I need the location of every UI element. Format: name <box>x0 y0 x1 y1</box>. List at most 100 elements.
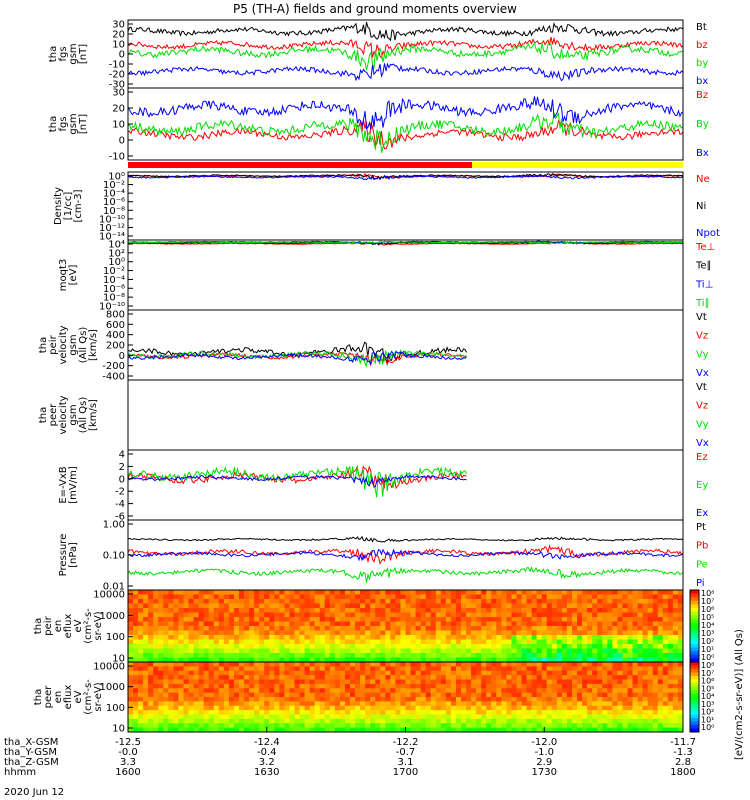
heatmap-cell <box>259 670 265 676</box>
heatmap-cell <box>667 626 674 631</box>
heatmap-cell <box>279 590 285 595</box>
heatmap-cell <box>491 718 497 724</box>
heatmap-cell <box>561 621 568 627</box>
heatmap-cell <box>577 718 583 724</box>
heatmap-cell <box>617 688 623 694</box>
y-axis-label-line: peer <box>48 403 59 427</box>
heatmap-cell <box>264 653 270 658</box>
heatmap-cell <box>324 603 331 609</box>
heatmap-cell <box>168 701 174 707</box>
heatmap-cell <box>344 612 351 618</box>
heatmap-cell <box>597 648 603 654</box>
heatmap-cell <box>309 710 316 716</box>
heatmap-cell <box>536 630 543 636</box>
heatmap-cell <box>203 705 210 711</box>
heatmap-cell <box>284 644 290 649</box>
heatmap-cell <box>516 653 523 658</box>
heatmap-cell <box>304 653 311 658</box>
heatmap-cell <box>163 626 169 631</box>
heatmap-cell <box>592 599 598 604</box>
heatmap-cell <box>531 679 538 685</box>
panel-frame <box>127 309 684 381</box>
heatmap-cell <box>274 675 280 681</box>
heatmap-cell <box>365 710 371 716</box>
heatmap-cell <box>677 692 684 698</box>
y-axis-label-line: Pressure <box>58 534 69 577</box>
colorbar-cell <box>690 626 699 631</box>
heatmap-cell <box>657 653 664 658</box>
heatmap-cell <box>355 692 361 698</box>
heatmap-cell <box>627 594 634 600</box>
x-tick-label: 1800 <box>670 767 695 778</box>
heatmap-cell <box>632 666 639 672</box>
heatmap-cell <box>239 594 245 600</box>
heatmap-cell <box>329 635 336 640</box>
heatmap-cell <box>365 648 371 654</box>
heatmap-cell <box>541 679 548 685</box>
heatmap-cell <box>536 662 543 667</box>
heatmap-cell <box>360 648 366 654</box>
heatmap-cell <box>329 714 336 720</box>
heatmap-cell <box>677 710 684 716</box>
heatmap-cell <box>198 639 205 645</box>
heatmap-cell <box>435 697 442 702</box>
heatmap-cell <box>400 621 406 627</box>
heatmap-cell <box>496 683 502 689</box>
heatmap-cell <box>405 599 412 604</box>
heatmap-cell <box>218 727 225 733</box>
heatmap-cell <box>233 718 240 724</box>
heatmap-cell <box>314 648 321 654</box>
heatmap-cell <box>440 657 447 663</box>
heatmap-cell <box>546 608 553 613</box>
heatmap-cell <box>450 657 457 663</box>
heatmap-cell <box>491 670 497 676</box>
heatmap-cell <box>592 648 598 654</box>
heatmap-cell <box>440 635 447 640</box>
heatmap-cell <box>481 723 487 729</box>
heatmap-cell <box>476 692 482 698</box>
heatmap-cell <box>360 723 366 729</box>
heatmap-cell <box>667 723 674 729</box>
heatmap-cell <box>178 666 184 672</box>
heatmap-cell <box>592 617 598 622</box>
heatmap-cell <box>602 662 608 667</box>
heatmap-cell <box>526 621 533 627</box>
heatmap-cell <box>516 710 523 716</box>
heatmap-cell <box>435 644 442 649</box>
heatmap-cell <box>223 653 230 658</box>
heatmap-cell <box>546 612 553 618</box>
heatmap-cell <box>501 626 507 631</box>
heatmap-cell <box>279 653 285 658</box>
heatmap-cell <box>198 701 205 707</box>
heatmap-cell <box>476 705 482 711</box>
heatmap-cell <box>461 666 467 672</box>
heatmap-cell <box>521 653 528 658</box>
heatmap-cell <box>138 653 144 658</box>
heatmap-cell <box>198 675 205 681</box>
heatmap-cell <box>541 630 548 636</box>
heatmap-cell <box>269 705 275 711</box>
heatmap-cell <box>370 599 376 604</box>
heatmap-cell <box>324 714 331 720</box>
heatmap-cell <box>203 599 210 604</box>
heatmap-cell <box>324 648 331 654</box>
heatmap-cell <box>249 705 255 711</box>
heatmap-cell <box>319 657 326 663</box>
heatmap-cell <box>213 617 220 622</box>
heatmap-cell <box>334 683 341 689</box>
heatmap-cell <box>329 692 336 698</box>
heatmap-cell <box>435 621 442 627</box>
heatmap-cell <box>334 603 341 609</box>
heatmap-cell <box>385 683 391 689</box>
heatmap-cell <box>617 701 623 707</box>
heatmap-cell <box>244 608 250 613</box>
heatmap-cell <box>228 701 235 707</box>
heatmap-cell <box>622 608 628 613</box>
heatmap-cell <box>592 626 598 631</box>
heatmap-cell <box>173 639 179 645</box>
heatmap-cell <box>259 657 265 663</box>
heatmap-cell <box>193 701 200 707</box>
heatmap-cell <box>244 675 250 681</box>
heatmap-cell <box>269 608 275 613</box>
heatmap-cell <box>405 683 412 689</box>
